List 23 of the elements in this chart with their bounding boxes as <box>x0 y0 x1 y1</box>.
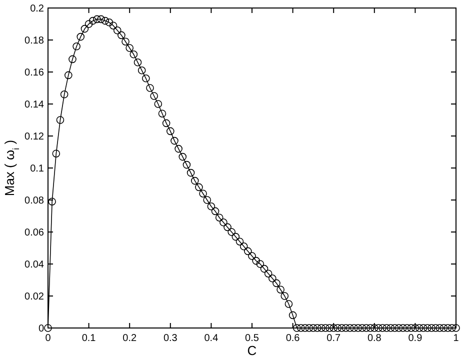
x-tick-label: 0.1 <box>82 333 96 344</box>
y-tick-label: 0.14 <box>24 100 44 110</box>
x-tick-label: 1 <box>453 333 460 344</box>
x-tick-label: 0.5 <box>245 333 260 344</box>
x-tick-label: 0.6 <box>286 333 300 344</box>
x-tick-label: 0.7 <box>326 333 341 344</box>
x-tick-label: 0.8 <box>367 333 382 344</box>
y-tick-label: 0.08 <box>24 196 44 206</box>
y-tick-label: 0.18 <box>24 36 44 46</box>
x-tick-label: 0 <box>45 333 52 344</box>
x-tick-label: 0.4 <box>204 333 219 344</box>
y-tick-label: 0.04 <box>24 260 44 270</box>
y-tick-label: 0.06 <box>24 228 44 238</box>
y-tick-label: 0.16 <box>24 68 44 78</box>
y-tick-label: 0 <box>38 324 44 334</box>
y-tick-label: 0.02 <box>24 292 44 302</box>
x-tick-label: 0.9 <box>408 333 423 344</box>
x-axis-title: C <box>247 343 257 356</box>
x-tick-label: 0.2 <box>122 333 137 344</box>
y-tick-label: 0.2 <box>30 4 44 14</box>
x-tick-label: 0.3 <box>163 333 178 344</box>
y-tick-label: 0.1 <box>30 164 44 174</box>
y-tick-label: 0.12 <box>24 132 44 142</box>
